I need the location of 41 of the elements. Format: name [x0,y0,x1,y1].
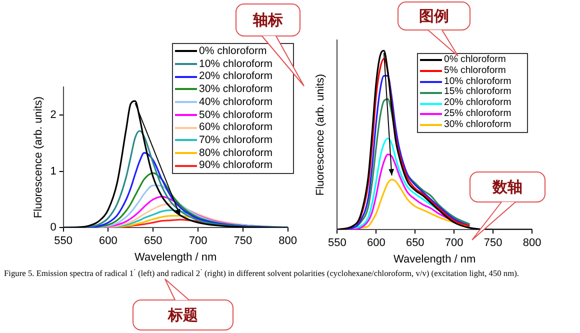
y-tick-label: 2 [50,109,56,122]
x-tick-label: 550 [54,235,72,248]
text: 图例 [398,2,470,30]
x-tick-label: 650 [144,235,162,248]
legend-label: 80% chloroform [199,146,273,160]
x-tick-label: 750 [484,237,502,250]
x-tick-label: 650 [406,237,424,250]
legend-label: 40% chloroform [199,96,273,109]
x-axis-title: Wavelength / nm [394,253,476,266]
legend-label: 90% chloroform [199,159,273,172]
caption: Figure 5. Emission spectra of radical 1$^{·}$ (left) and radical 2$^{·}$ (right) in different solvent polarities (cyclohexane/chloroform, v/v) (excitation light, 450 nm). [4,266,520,278]
y-axis-title: Fluorescence (arb. units) [32,96,45,218]
legend-label: 25% chloroform [444,108,512,120]
legend-label: 30% chloroform [199,83,273,96]
legend-label: 10% chloroform [444,76,512,87]
legend-label: 20% chloroform [444,97,512,109]
legend-label: 50% chloroform [199,108,273,122]
x-tick-label: 600 [366,237,386,250]
x-axis-title: Wavelength / nm [134,251,217,264]
legend-label: 10% chloroform [199,58,273,70]
y-tick-label: 0 [50,222,56,234]
x-tick-label: 800 [278,235,298,248]
x-tick-label: 550 [328,237,346,250]
annotation: 数轴 [470,172,545,202]
x-tick-label: 800 [522,237,542,250]
text: 轴标 [236,4,300,36]
x-tick-label: 700 [444,237,464,250]
legend-label: 30% chloroform [444,118,512,131]
legend-label: 20% chloroform [199,70,273,84]
x-tick-label: 750 [234,235,252,248]
x-tick-label: 600 [99,235,118,248]
legend-label: 0% chloroform [444,54,506,66]
legend-label: 70% chloroform [199,134,273,147]
y-axis-title: Fluorescence (arb. units) [314,74,327,196]
text: 标题 [133,300,233,330]
legend-label: 15% chloroform [444,86,512,98]
legend-label: 5% chloroform [444,64,506,77]
x-tick-label: 700 [188,235,208,248]
legend-label: 60% chloroform [199,121,273,134]
legend-label: 0% chloroform [199,45,267,58]
y-tick-label: 1 [50,165,56,178]
